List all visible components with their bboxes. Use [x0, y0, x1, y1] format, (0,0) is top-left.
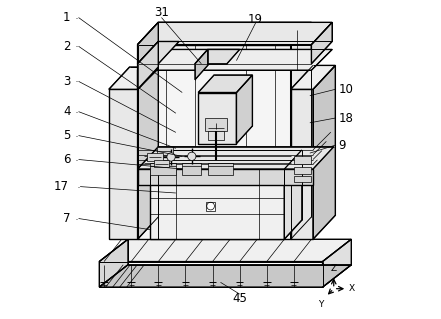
Bar	[157, 147, 172, 155]
Polygon shape	[313, 65, 335, 239]
Bar	[153, 160, 169, 167]
Polygon shape	[195, 49, 208, 80]
Polygon shape	[322, 239, 351, 287]
Polygon shape	[150, 169, 284, 239]
Polygon shape	[99, 239, 128, 287]
Polygon shape	[236, 75, 252, 144]
Bar	[205, 118, 227, 131]
Text: 8: 8	[293, 21, 301, 33]
Polygon shape	[138, 22, 311, 45]
Bar	[294, 176, 311, 182]
Polygon shape	[138, 41, 179, 64]
Polygon shape	[109, 89, 138, 239]
Text: X: X	[349, 284, 355, 293]
Text: 19: 19	[248, 13, 263, 26]
Text: 10: 10	[339, 83, 353, 96]
Bar	[208, 163, 233, 175]
Polygon shape	[198, 75, 252, 93]
Bar	[147, 153, 163, 161]
Circle shape	[187, 152, 196, 160]
Text: 18: 18	[339, 112, 353, 124]
Text: 5: 5	[63, 129, 71, 142]
Polygon shape	[138, 22, 158, 64]
Bar	[182, 163, 202, 175]
Text: 17: 17	[54, 180, 69, 193]
Bar	[294, 167, 311, 174]
Text: 9: 9	[339, 139, 346, 152]
Bar	[150, 163, 176, 175]
Polygon shape	[109, 67, 158, 89]
Polygon shape	[99, 239, 351, 262]
Polygon shape	[284, 150, 302, 239]
Text: 45: 45	[232, 292, 247, 305]
Polygon shape	[311, 22, 332, 64]
Polygon shape	[99, 265, 351, 287]
Text: 6: 6	[63, 153, 71, 166]
Bar	[294, 156, 311, 164]
Polygon shape	[138, 49, 332, 70]
Bar	[206, 202, 215, 211]
Polygon shape	[138, 147, 334, 169]
Text: 4: 4	[63, 105, 71, 118]
Polygon shape	[195, 49, 239, 64]
Polygon shape	[198, 93, 236, 144]
Polygon shape	[150, 150, 302, 169]
Bar	[208, 131, 224, 140]
Text: 2: 2	[63, 40, 71, 53]
Text: 3: 3	[63, 75, 71, 88]
Polygon shape	[138, 41, 158, 89]
Polygon shape	[138, 22, 332, 45]
Text: 1: 1	[63, 11, 71, 24]
Polygon shape	[138, 169, 313, 185]
Text: 7: 7	[63, 212, 71, 225]
Text: Y: Y	[318, 300, 324, 309]
Polygon shape	[291, 89, 313, 239]
Polygon shape	[291, 65, 335, 89]
Text: 31: 31	[154, 6, 169, 19]
Polygon shape	[138, 67, 158, 239]
Text: Z: Z	[331, 263, 337, 273]
Polygon shape	[138, 49, 158, 89]
Polygon shape	[138, 45, 291, 239]
Circle shape	[167, 153, 175, 161]
Polygon shape	[291, 22, 311, 239]
